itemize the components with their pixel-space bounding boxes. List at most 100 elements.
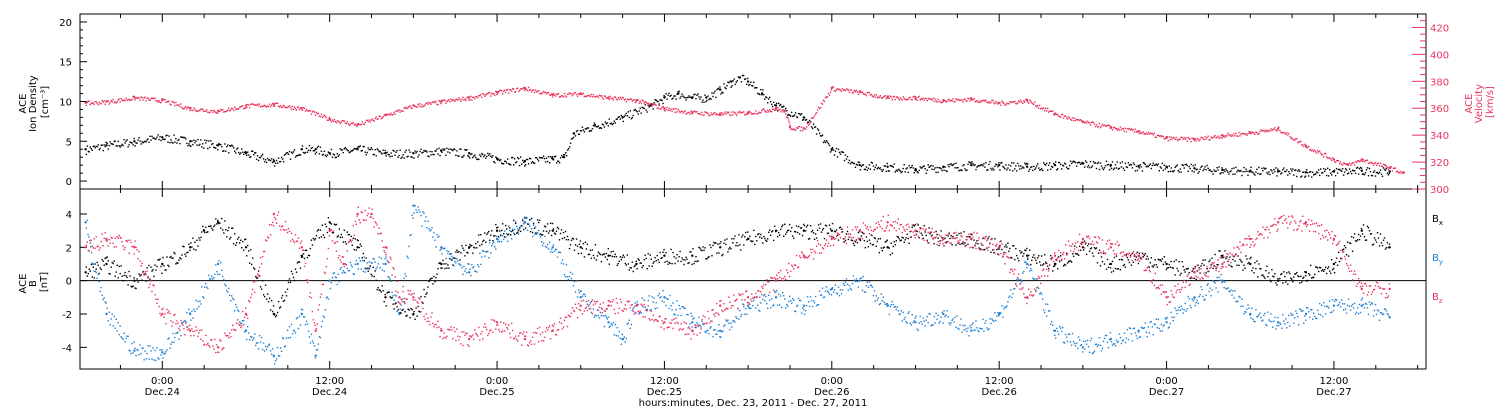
data-point bbox=[720, 93, 722, 95]
data-point bbox=[113, 260, 115, 262]
data-point bbox=[909, 230, 911, 233]
data-point bbox=[507, 88, 509, 91]
data-point bbox=[413, 157, 415, 159]
data-point bbox=[265, 298, 268, 300]
data-point bbox=[295, 109, 298, 111]
data-point bbox=[214, 110, 216, 113]
data-point bbox=[726, 320, 728, 323]
data-point bbox=[853, 162, 856, 165]
data-point bbox=[1158, 170, 1160, 172]
data-point bbox=[1138, 132, 1141, 135]
data-point bbox=[340, 149, 342, 151]
data-point bbox=[138, 137, 140, 139]
data-point bbox=[983, 99, 985, 101]
data-point bbox=[244, 238, 246, 241]
data-point bbox=[99, 103, 101, 105]
data-point bbox=[1145, 166, 1147, 168]
data-point bbox=[812, 117, 815, 119]
data-point bbox=[882, 168, 884, 171]
data-point bbox=[1123, 263, 1126, 266]
data-point bbox=[141, 97, 143, 99]
data-point bbox=[888, 247, 890, 249]
data-point bbox=[381, 269, 383, 271]
data-point bbox=[1270, 128, 1272, 130]
data-point bbox=[968, 98, 970, 100]
data-point bbox=[250, 335, 252, 338]
data-point bbox=[684, 97, 686, 99]
data-point bbox=[659, 108, 661, 110]
data-point bbox=[251, 103, 253, 105]
data-point bbox=[1060, 116, 1062, 118]
data-point bbox=[148, 358, 150, 360]
data-anchor-point bbox=[1249, 131, 1252, 134]
data-point bbox=[736, 317, 738, 319]
data-point bbox=[1321, 270, 1323, 272]
data-point bbox=[259, 106, 262, 108]
data-point bbox=[1213, 169, 1215, 171]
data-point bbox=[167, 338, 169, 340]
data-point bbox=[567, 148, 570, 150]
data-point bbox=[672, 108, 674, 110]
data-point bbox=[219, 143, 221, 146]
data-point bbox=[691, 315, 693, 317]
data-point bbox=[721, 91, 723, 93]
data-point bbox=[1338, 260, 1341, 263]
data-point bbox=[976, 166, 978, 168]
data-point bbox=[445, 257, 447, 260]
data-point bbox=[1267, 129, 1269, 132]
data-point bbox=[205, 142, 207, 144]
data-point bbox=[1284, 132, 1286, 134]
data-anchor-point bbox=[1165, 136, 1168, 139]
data-point bbox=[608, 98, 610, 101]
data-point bbox=[570, 138, 573, 140]
data-point bbox=[169, 142, 171, 144]
data-point bbox=[150, 350, 152, 352]
data-point bbox=[746, 83, 748, 85]
data-point bbox=[816, 128, 819, 130]
data-point bbox=[1219, 173, 1221, 175]
data-point bbox=[176, 332, 178, 334]
data-point bbox=[591, 249, 594, 251]
data-point bbox=[623, 336, 625, 338]
data-point bbox=[360, 123, 362, 126]
data-point bbox=[124, 341, 126, 343]
data-point bbox=[135, 142, 137, 144]
data-point bbox=[1357, 173, 1360, 175]
data-point bbox=[1003, 102, 1005, 104]
data-point bbox=[92, 266, 94, 268]
data-point bbox=[875, 245, 877, 247]
data-point bbox=[647, 253, 649, 255]
data-point bbox=[170, 255, 172, 258]
data-point bbox=[315, 151, 318, 153]
data-point bbox=[569, 142, 572, 144]
data-point bbox=[526, 223, 529, 225]
data-point bbox=[860, 165, 863, 168]
data-point bbox=[877, 166, 879, 169]
data-point bbox=[419, 211, 421, 213]
data-anchor-point bbox=[1025, 254, 1029, 257]
data-point bbox=[671, 98, 673, 100]
data-point bbox=[661, 300, 663, 302]
data-point bbox=[515, 222, 517, 225]
data-point bbox=[1136, 169, 1139, 172]
data-point bbox=[973, 97, 975, 100]
data-point bbox=[1263, 167, 1265, 169]
data-point bbox=[803, 225, 806, 227]
data-point bbox=[650, 103, 652, 105]
data-point bbox=[940, 101, 942, 103]
data-point bbox=[718, 252, 720, 254]
data-point bbox=[1183, 269, 1185, 271]
data-point bbox=[773, 239, 775, 242]
data-point bbox=[891, 98, 893, 101]
data-point bbox=[850, 239, 853, 241]
data-point bbox=[403, 301, 405, 303]
data-point bbox=[214, 224, 216, 226]
data-point bbox=[132, 144, 134, 146]
data-point bbox=[721, 112, 723, 114]
data-point bbox=[544, 245, 547, 248]
data-point bbox=[1379, 169, 1382, 171]
data-point bbox=[629, 267, 631, 269]
data-point bbox=[388, 291, 390, 293]
data-point bbox=[486, 250, 488, 253]
data-point bbox=[198, 144, 200, 147]
